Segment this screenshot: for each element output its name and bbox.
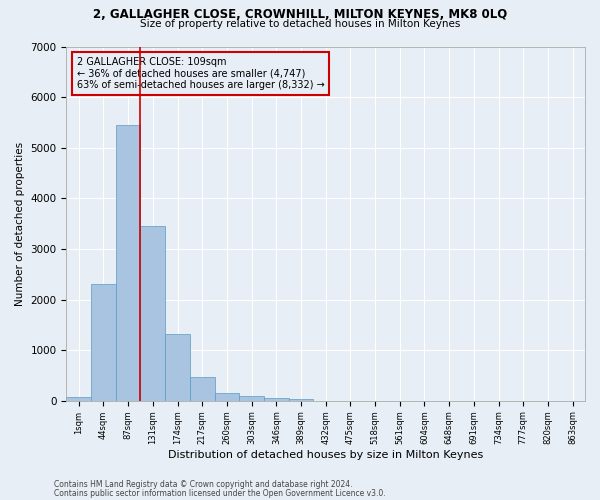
Text: 2 GALLAGHER CLOSE: 109sqm
← 36% of detached houses are smaller (4,747)
63% of se: 2 GALLAGHER CLOSE: 109sqm ← 36% of detac… bbox=[77, 57, 325, 90]
Bar bbox=[91, 284, 116, 401]
Text: Contains HM Land Registry data © Crown copyright and database right 2024.: Contains HM Land Registry data © Crown c… bbox=[54, 480, 353, 489]
Bar bbox=[239, 396, 264, 400]
X-axis label: Distribution of detached houses by size in Milton Keynes: Distribution of detached houses by size … bbox=[168, 450, 484, 460]
Bar bbox=[289, 399, 313, 400]
Y-axis label: Number of detached properties: Number of detached properties bbox=[15, 142, 25, 306]
Bar bbox=[165, 334, 190, 400]
Bar bbox=[67, 396, 91, 400]
Bar bbox=[116, 125, 140, 400]
Bar bbox=[215, 393, 239, 400]
Text: Size of property relative to detached houses in Milton Keynes: Size of property relative to detached ho… bbox=[140, 19, 460, 29]
Text: 2, GALLAGHER CLOSE, CROWNHILL, MILTON KEYNES, MK8 0LQ: 2, GALLAGHER CLOSE, CROWNHILL, MILTON KE… bbox=[93, 8, 507, 20]
Bar bbox=[264, 398, 289, 400]
Text: Contains public sector information licensed under the Open Government Licence v3: Contains public sector information licen… bbox=[54, 490, 386, 498]
Bar bbox=[190, 377, 215, 400]
Bar bbox=[140, 226, 165, 400]
